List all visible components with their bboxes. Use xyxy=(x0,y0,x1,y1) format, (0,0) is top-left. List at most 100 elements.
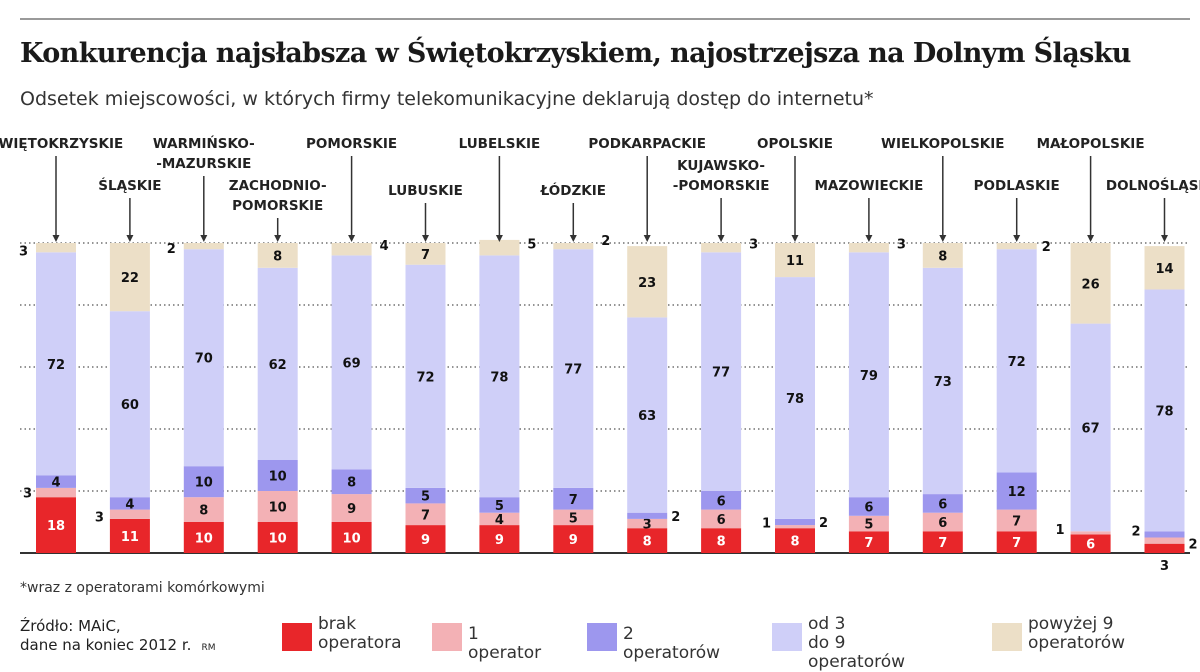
bar-segment-one-operator xyxy=(996,509,1037,532)
legend-label-line: operatora xyxy=(318,633,402,653)
data-label: 63 xyxy=(638,409,656,424)
data-label: 4 xyxy=(125,497,134,512)
data-label: 78 xyxy=(1155,404,1173,419)
data-label: 23 xyxy=(638,276,656,291)
bar-segment-three-to-nine xyxy=(109,311,150,498)
data-label: 79 xyxy=(860,369,878,384)
data-label: 18 xyxy=(47,519,65,534)
bar-segment-one-operator xyxy=(1144,537,1185,544)
data-label: 9 xyxy=(495,533,504,548)
data-label: 78 xyxy=(490,370,508,385)
data-label: 26 xyxy=(1082,277,1100,292)
bar-segment-one-operator xyxy=(775,525,815,529)
bar-segment-above-nine xyxy=(479,239,520,256)
bar-segment-two-operators xyxy=(36,475,76,488)
bar-segment-brak-operatora xyxy=(627,528,668,553)
bar-segment-one-operator xyxy=(1070,531,1111,535)
category-label: POMORSKIE xyxy=(232,198,323,214)
bar-segment-three-to-nine xyxy=(775,277,815,519)
source-date: dane na koniec 2012 r. xyxy=(20,636,192,654)
category-label: -POMORSKIE xyxy=(673,178,770,194)
bar-segment-three-to-nine xyxy=(479,255,520,498)
chart-title: Konkurencja najsłabsza w Świętokrzyskiem… xyxy=(20,38,1131,69)
bar-segment-above-nine xyxy=(553,243,594,250)
bar-segment-above-nine xyxy=(36,243,76,253)
bar-segment-three-to-nine xyxy=(36,252,76,476)
data-label: 4 xyxy=(51,476,60,491)
legend-label-line: brak xyxy=(318,614,357,634)
legend-label-line: od 3 xyxy=(808,614,846,634)
data-label: 7 xyxy=(1012,514,1021,529)
bar-segment-three-to-nine xyxy=(922,267,963,495)
bar-segment-brak-operatora xyxy=(553,525,594,553)
bar-segment-one-operator xyxy=(183,497,224,522)
data-label: 8 xyxy=(938,249,947,264)
category-label: POMORSKIE xyxy=(306,136,397,152)
data-label: 2 xyxy=(1131,524,1140,539)
bar-segment-three-to-nine xyxy=(996,249,1037,473)
bar-segment-one-operator xyxy=(405,503,446,526)
bar-segment-two-operators xyxy=(479,497,520,513)
data-label: 7 xyxy=(421,248,430,263)
data-label: 10 xyxy=(195,532,213,547)
data-label: 3 xyxy=(19,245,28,260)
legend-label-line: 2 operatorów xyxy=(623,624,721,663)
data-label: 1 xyxy=(762,517,771,532)
bar-segment-brak-operatora xyxy=(331,522,372,553)
bar-segment-brak-operatora xyxy=(996,531,1037,553)
bar-segment-one-operator xyxy=(479,512,520,526)
bar-segment-brak-operatora xyxy=(848,531,889,553)
category-label: LUBELSKIE xyxy=(459,136,541,152)
data-label: 3 xyxy=(23,487,32,502)
bar-segment-two-operators xyxy=(996,472,1037,510)
data-label: 7 xyxy=(938,536,947,551)
legend-swatch xyxy=(772,623,802,651)
data-label: 10 xyxy=(195,476,213,491)
data-label: 14 xyxy=(1155,262,1173,277)
bar-segment-three-to-nine xyxy=(701,252,742,491)
leader-arrow xyxy=(643,235,651,242)
bar-segment-two-operators xyxy=(405,487,446,504)
data-label: 10 xyxy=(269,470,287,485)
leader-arrow xyxy=(791,235,799,242)
legend-label-line: powyżej 9 xyxy=(1028,614,1114,634)
data-label: 8 xyxy=(790,535,799,550)
data-label: 2 xyxy=(671,510,680,525)
bar-segment-three-to-nine xyxy=(1070,323,1111,532)
bar-segment-two-operators xyxy=(922,494,963,513)
bar-segment-above-nine xyxy=(922,243,963,268)
data-label: 69 xyxy=(343,356,361,371)
leader-arrow xyxy=(422,235,429,242)
bar-segment-above-nine xyxy=(1070,243,1111,324)
data-label: 8 xyxy=(643,535,652,550)
leader-arrow xyxy=(865,235,873,242)
data-label: 7 xyxy=(1012,536,1021,551)
bar-segment-one-operator xyxy=(109,509,150,519)
data-label: 10 xyxy=(269,501,287,516)
data-label: 11 xyxy=(786,254,804,269)
bar-segment-three-to-nine xyxy=(553,249,594,488)
bar-segment-one-operator xyxy=(331,494,372,522)
data-label: 67 xyxy=(1082,421,1100,436)
data-label: 62 xyxy=(269,358,287,373)
leader-arrow xyxy=(569,235,577,242)
top-rule xyxy=(20,18,1190,20)
bar-segment-one-operator xyxy=(553,509,594,526)
category-label: KUJAWSKO- xyxy=(677,158,765,174)
legend-label: powyżej 9 operatorów xyxy=(1028,615,1125,653)
legend-label: 2 operatorów xyxy=(623,625,720,663)
bar-segment-one-operator xyxy=(627,518,668,529)
leader-arrow xyxy=(939,235,947,242)
data-label: 9 xyxy=(421,533,430,548)
data-label: 70 xyxy=(195,352,213,367)
bar-segment-two-operators xyxy=(848,497,889,516)
bar-segment-brak-operatora xyxy=(109,518,150,553)
data-label: 3 xyxy=(897,238,906,253)
legend-label-line: 1 operator xyxy=(468,624,542,663)
data-label: 9 xyxy=(347,502,356,517)
legend-label: 1 operator xyxy=(468,625,541,663)
bar-segment-three-to-nine xyxy=(183,249,224,467)
category-label: ŚWIĘTOKRZYSKIE xyxy=(0,134,123,152)
data-label: 8 xyxy=(273,249,282,264)
bar-segment-two-operators xyxy=(775,518,815,526)
